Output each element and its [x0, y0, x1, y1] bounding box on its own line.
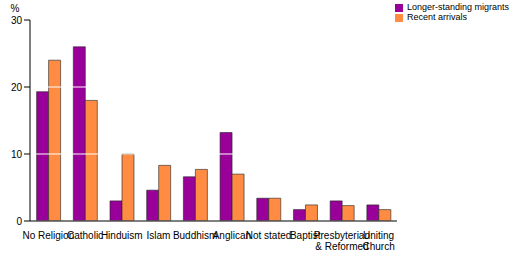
html-text:& Reformed: & Reformed: [315, 241, 369, 252]
svg-text:30: 30: [11, 15, 23, 26]
svg-text:Hinduism: Hinduism: [101, 230, 143, 241]
svg-text:UnitingChurch: UnitingChurch: [362, 230, 394, 252]
svg-text:20: 20: [11, 82, 23, 93]
svg-text:Baptist: Baptist: [289, 230, 321, 241]
html-text:Presbyterian: Presbyterian: [313, 230, 370, 241]
svg-text:%: %: [11, 3, 20, 14]
svg-text:10: 10: [11, 149, 23, 160]
svg-text:Catholic: Catholic: [67, 230, 103, 241]
svg-text:Anglican: Anglican: [212, 230, 251, 241]
svg-text:No Religion: No Religion: [22, 230, 75, 241]
svg-text:Not stated: Not stated: [246, 230, 292, 241]
html-text:Recent arrivals: Recent arrivals: [406, 12, 467, 22]
html-text:Longer-standing migrants: Longer-standing migrants: [406, 2, 509, 12]
svg-text:Islam: Islam: [146, 230, 170, 241]
svg-text:Buddhism: Buddhism: [173, 230, 217, 241]
svg-text:0: 0: [16, 216, 22, 227]
